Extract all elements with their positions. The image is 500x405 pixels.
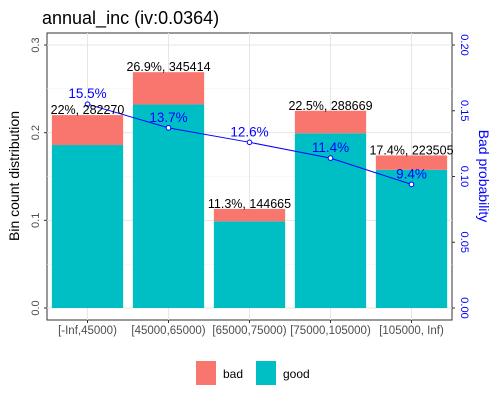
line-data-label: 11.4% (312, 140, 349, 155)
y2-axis-label: Bad probability (476, 130, 492, 223)
x-axis-tick-label: [65000,75000) (212, 325, 286, 337)
bar-good (132, 104, 205, 308)
x-axis-tick-label: [-Inf,45000) (58, 325, 117, 337)
legend-label-good: good (283, 367, 310, 381)
y2-axis-tick-label: 0.00 (458, 297, 470, 318)
bad-probability-point (246, 139, 253, 146)
axes: 0.0 0.1 0.2 0.3 0.00 0.05 0.10 0.15 0.20 [-Inf,45… (30, 34, 470, 337)
bar-good (375, 169, 448, 308)
line-data-label: 9.4% (396, 166, 427, 181)
x-axis-tick-label: [105000, Inf) (379, 325, 444, 337)
legend: bad good (196, 361, 310, 385)
y-axis-label: Bin count distribution (6, 111, 22, 241)
line-data-label: 12.6% (230, 124, 268, 139)
y-axis-tick-label: 0.2 (30, 125, 42, 140)
bar-good (294, 133, 367, 308)
bar-good (213, 221, 286, 308)
bad-probability-point (408, 181, 415, 188)
bar-bad (294, 110, 367, 134)
legend-swatch-bad (196, 361, 216, 385)
bar-data-label: 22.5%, 288669 (288, 99, 372, 113)
bar-data-label: 17.4%, 223505 (369, 143, 453, 157)
bar-data-label: 26.9%, 345414 (126, 60, 210, 74)
bar-bad (51, 115, 124, 146)
line-data-label: 15.5% (68, 86, 106, 101)
y-axis-tick-label: 0.0 (30, 300, 42, 315)
x-axis-tick-label: [75000,105000) (290, 325, 371, 337)
y2-axis-tick-label: 0.10 (458, 166, 470, 187)
y2-axis-tick-label: 0.15 (458, 100, 470, 121)
bar-data-label: 11.3%, 144665 (208, 197, 291, 211)
bar-bad (132, 72, 205, 105)
bar-good (51, 145, 124, 308)
data-labels: 22%, 282270 26.9%, 345414 11.3%, 144665 22.… (51, 60, 454, 211)
chart-title: annual_inc (iv:0.0364) (42, 8, 219, 29)
legend-swatch-good (256, 361, 276, 385)
y-axis-tick-label: 0.3 (30, 37, 42, 52)
y2-axis-tick-label: 0.05 (458, 232, 470, 253)
x-axis-tick-label: [45000,65000) (131, 325, 205, 337)
bad-probability-point (84, 101, 91, 107)
y-axis-tick-label: 0.1 (30, 213, 42, 228)
bad-probability-line (84, 101, 415, 188)
bad-probability-point (327, 155, 334, 161)
y2-axis-tick-label: 0.20 (458, 34, 470, 55)
bar-bad (375, 155, 448, 170)
line-data-label: 13.7% (149, 110, 187, 125)
bar-data-label: 22%, 282270 (51, 103, 125, 117)
bad-probability-point (165, 125, 172, 131)
bar-bad (213, 208, 286, 222)
legend-label-bad: bad (223, 367, 243, 381)
bars (51, 72, 448, 308)
